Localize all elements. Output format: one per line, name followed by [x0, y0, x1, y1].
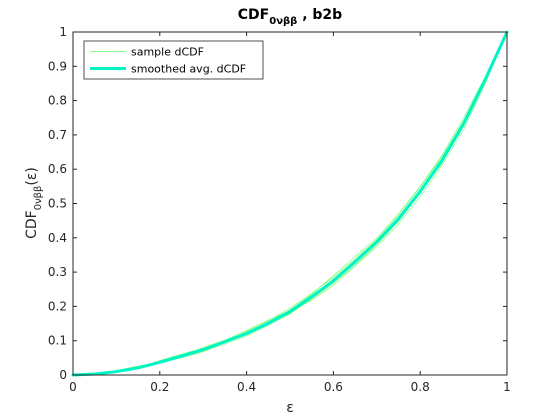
chart-title-main: CDF — [238, 7, 269, 23]
y-axis-label-main: CDF — [24, 210, 40, 239]
y-tick-label: 0.6 — [48, 162, 67, 176]
x-tick-label: 0.2 — [150, 380, 169, 394]
chart-title: CDF0νββ , b2b — [238, 7, 342, 27]
y-axis-label-subscript: 0νββ — [33, 186, 44, 211]
legend-label-sample: sample dCDF — [131, 46, 204, 59]
smoothed-avg-line — [71, 30, 509, 377]
x-tick-label: 1 — [503, 380, 511, 394]
ticks-layer: 0 0.2 0.4 0.6 0.8 1 0 0.1 0.2 0.3 0.4 0.5 0.6 0.7 0.8 0… — [48, 25, 511, 394]
y-axis-label-suffix: (ε) — [24, 167, 40, 186]
y-tick-label: 1 — [59, 25, 67, 39]
x-axis-label: ε — [286, 400, 294, 416]
chart-title-subscript: 0νββ — [269, 16, 297, 27]
series-layer — [71, 30, 509, 377]
plot-area — [73, 32, 507, 375]
y-tick-label: 0.3 — [48, 265, 67, 279]
y-tick-label: 0.8 — [48, 94, 67, 108]
x-tick-label: 0.6 — [324, 380, 343, 394]
legend-box — [83, 40, 264, 80]
y-tick-label: 0.1 — [48, 334, 67, 348]
chart-title-suffix: , b2b — [297, 7, 342, 23]
y-tick-label: 0 — [59, 368, 67, 382]
y-axis-label: CDF0νββ(ε) — [24, 167, 44, 239]
x-tick-label: 0 — [69, 380, 77, 394]
y-tick-label: 0.2 — [48, 299, 67, 313]
y-tick-label: 0.7 — [48, 128, 67, 142]
x-tick-label: 0.4 — [237, 380, 256, 394]
y-tick-label: 0.4 — [48, 231, 67, 245]
y-tick-label: 0.9 — [48, 59, 67, 73]
x-tick-label: 0.8 — [411, 380, 430, 394]
y-tick-label: 0.5 — [48, 197, 67, 211]
legend: sample dCDF smoothed avg. dCDF — [83, 40, 264, 80]
legend-label-smoothed: smoothed avg. dCDF — [131, 63, 246, 76]
